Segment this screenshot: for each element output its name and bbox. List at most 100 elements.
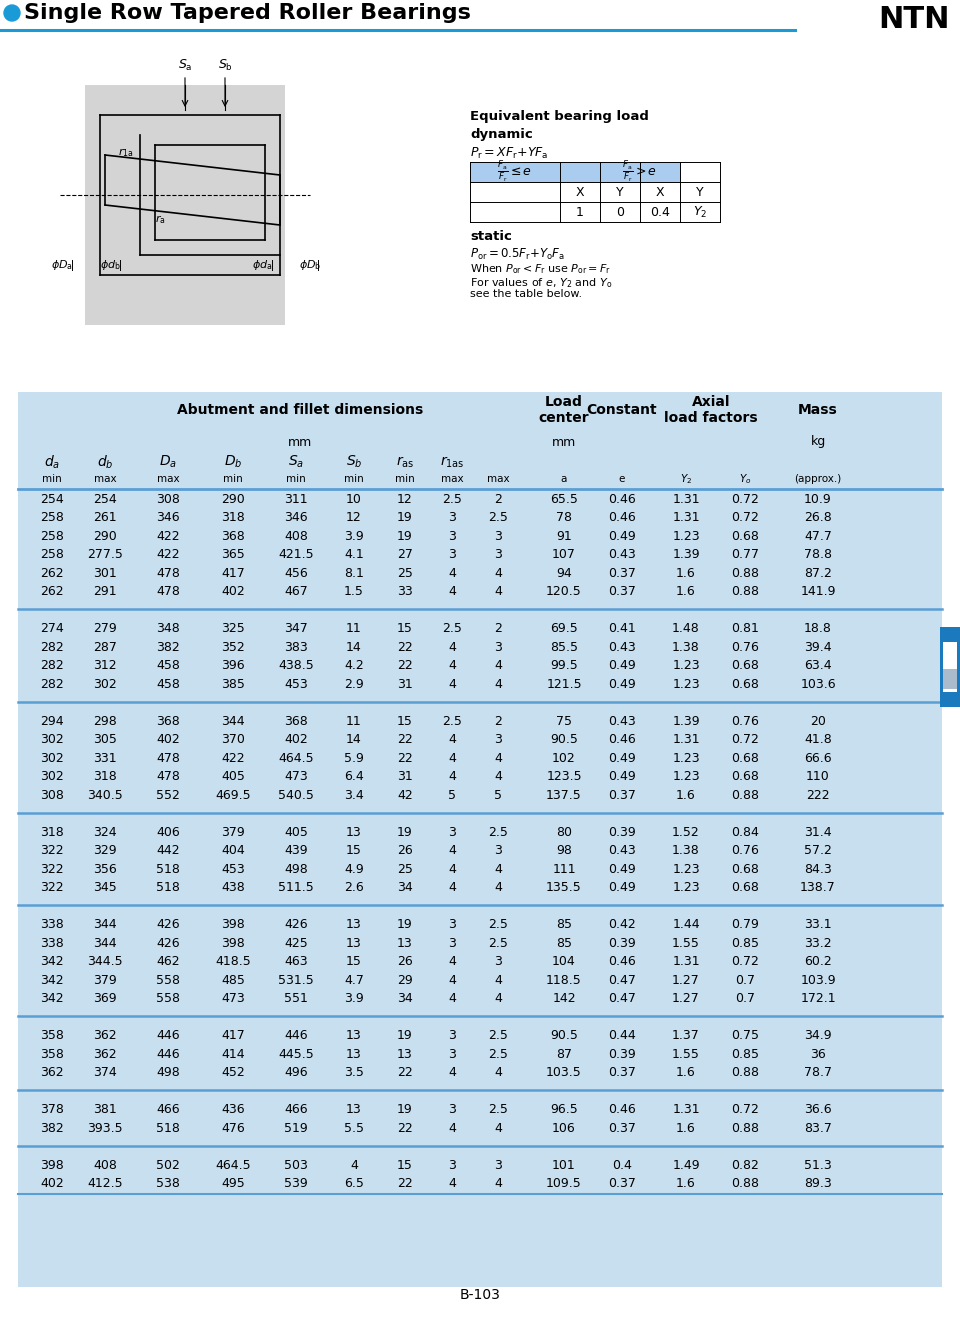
Text: 13: 13	[347, 826, 362, 838]
Text: 305: 305	[93, 733, 117, 746]
Text: 438: 438	[221, 881, 245, 894]
Text: 1.37: 1.37	[672, 1029, 700, 1042]
Text: 3: 3	[494, 844, 502, 857]
Text: 0.43: 0.43	[608, 548, 636, 562]
Text: 0.88: 0.88	[731, 1177, 759, 1190]
Text: 322: 322	[40, 862, 63, 876]
Text: Y: Y	[696, 186, 704, 198]
Text: 358: 358	[40, 1048, 64, 1060]
Text: 4: 4	[494, 751, 502, 765]
Text: $r_{1\rm a}$: $r_{1\rm a}$	[118, 147, 133, 159]
Text: 1.39: 1.39	[672, 715, 700, 727]
Text: 2.9: 2.9	[344, 678, 364, 691]
Text: 0.43: 0.43	[608, 844, 636, 857]
Text: $S_b$: $S_b$	[346, 453, 362, 471]
Text: 282: 282	[40, 659, 64, 673]
Text: 6.4: 6.4	[344, 770, 364, 783]
Text: 498: 498	[156, 1066, 180, 1079]
Text: 0.49: 0.49	[608, 659, 636, 673]
Text: 3.9: 3.9	[344, 992, 364, 1005]
Text: 277.5: 277.5	[87, 548, 123, 562]
Text: 137.5: 137.5	[546, 789, 582, 802]
Text: 478: 478	[156, 586, 180, 598]
Text: 370: 370	[221, 733, 245, 746]
FancyBboxPatch shape	[560, 162, 680, 182]
Text: 456: 456	[284, 567, 308, 580]
Text: 33: 33	[397, 586, 413, 598]
Text: 503: 503	[284, 1159, 308, 1171]
Text: 466: 466	[284, 1103, 308, 1116]
Text: 261: 261	[93, 511, 117, 524]
Text: 464.5: 464.5	[215, 1159, 251, 1171]
Text: 12: 12	[347, 511, 362, 524]
Text: 1.6: 1.6	[676, 1177, 696, 1190]
Text: 382: 382	[156, 640, 180, 654]
Text: Mass: Mass	[798, 402, 838, 417]
Text: 331: 331	[93, 751, 117, 765]
Text: 4: 4	[448, 973, 456, 987]
Text: 3: 3	[494, 548, 502, 562]
Text: 438.5: 438.5	[278, 659, 314, 673]
Text: 3: 3	[448, 919, 456, 931]
Text: 4: 4	[448, 1066, 456, 1079]
Text: 476: 476	[221, 1122, 245, 1135]
FancyBboxPatch shape	[85, 86, 285, 305]
Text: 22: 22	[397, 1122, 413, 1135]
Text: min: min	[286, 475, 306, 484]
Text: 452: 452	[221, 1066, 245, 1079]
Text: 29: 29	[397, 973, 413, 987]
Text: 3: 3	[448, 529, 456, 543]
Text: 498: 498	[284, 862, 308, 876]
Text: 0.46: 0.46	[608, 492, 636, 505]
Text: 83.7: 83.7	[804, 1122, 832, 1135]
Text: 47.7: 47.7	[804, 529, 832, 543]
Text: 478: 478	[156, 751, 180, 765]
Text: 463: 463	[284, 955, 308, 968]
Text: 0.37: 0.37	[608, 1066, 636, 1079]
Text: mm: mm	[288, 436, 312, 448]
Text: 458: 458	[156, 659, 180, 673]
Text: B-103: B-103	[460, 1288, 500, 1302]
Text: 63.4: 63.4	[804, 659, 831, 673]
Text: 558: 558	[156, 992, 180, 1005]
Text: 18.8: 18.8	[804, 622, 832, 635]
Text: 393.5: 393.5	[87, 1122, 123, 1135]
Text: 0.47: 0.47	[608, 973, 636, 987]
Text: 4: 4	[448, 733, 456, 746]
Text: 1.6: 1.6	[676, 789, 696, 802]
Text: mm: mm	[552, 436, 576, 448]
Text: 66.6: 66.6	[804, 751, 831, 765]
Text: 26.8: 26.8	[804, 511, 832, 524]
Text: 0.76: 0.76	[732, 844, 759, 857]
Text: $r_{\rm as}$: $r_{\rm as}$	[396, 455, 414, 469]
Text: Constant: Constant	[587, 402, 658, 417]
Text: 3: 3	[448, 511, 456, 524]
Text: 381: 381	[93, 1103, 117, 1116]
Text: $S_{\rm a}$: $S_{\rm a}$	[178, 57, 192, 74]
Text: 3: 3	[448, 548, 456, 562]
Text: min: min	[223, 475, 243, 484]
Text: 26: 26	[397, 955, 413, 968]
Text: 1.49: 1.49	[672, 1159, 700, 1171]
Text: 311: 311	[284, 492, 308, 505]
Text: 4: 4	[448, 992, 456, 1005]
Text: 0.75: 0.75	[731, 1029, 759, 1042]
Text: 4: 4	[448, 881, 456, 894]
Text: 418.5: 418.5	[215, 955, 251, 968]
Text: 41.8: 41.8	[804, 733, 832, 746]
Text: When $P_{\rm or}{<}F_{\rm r}$ use $P_{\rm or}{=}F_{\rm r}$: When $P_{\rm or}{<}F_{\rm r}$ use $P_{\r…	[470, 262, 612, 275]
Text: 78: 78	[556, 511, 572, 524]
Text: 0.39: 0.39	[608, 1048, 636, 1060]
Text: 1.48: 1.48	[672, 622, 700, 635]
Text: 342: 342	[40, 992, 63, 1005]
Text: 0.76: 0.76	[732, 715, 759, 727]
Text: 0.46: 0.46	[608, 733, 636, 746]
Text: 12: 12	[397, 492, 413, 505]
Text: 2.5: 2.5	[442, 715, 462, 727]
Text: 0.68: 0.68	[732, 659, 759, 673]
Text: 1.27: 1.27	[672, 992, 700, 1005]
Text: 365: 365	[221, 548, 245, 562]
Text: 0.37: 0.37	[608, 1177, 636, 1190]
Text: 4: 4	[494, 586, 502, 598]
Text: 1.52: 1.52	[672, 826, 700, 838]
